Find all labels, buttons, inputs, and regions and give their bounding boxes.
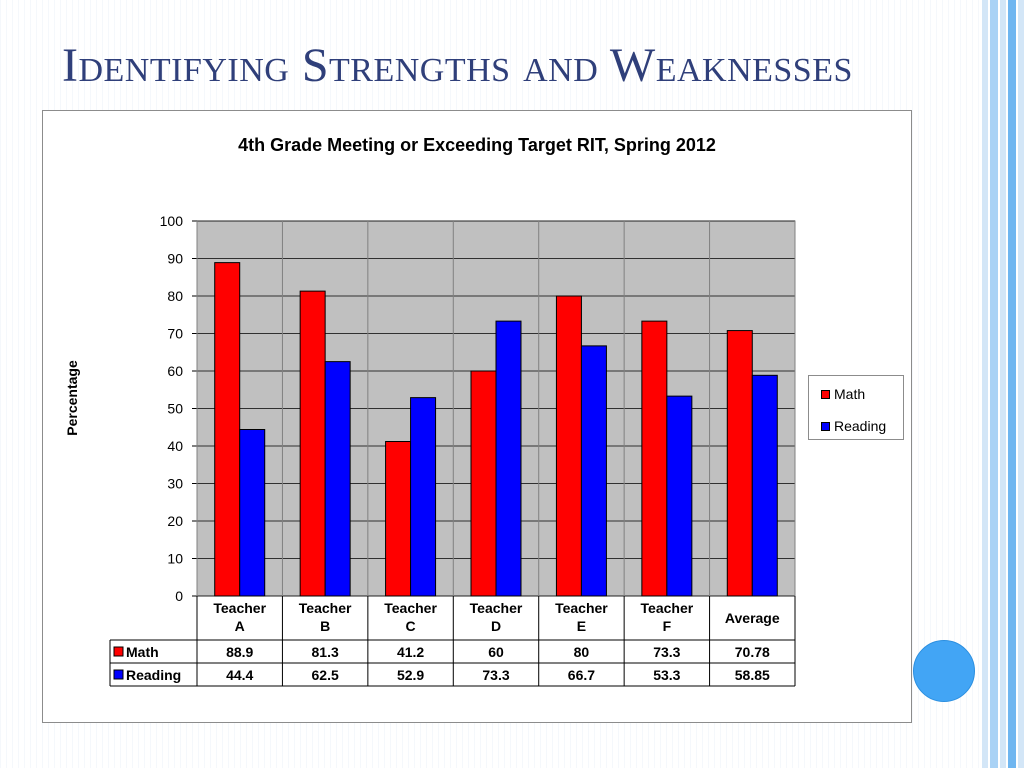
table-value-1-5: 53.3 (653, 667, 680, 683)
bar-reading-6 (751, 374, 778, 597)
decorative-circle (913, 640, 975, 702)
category-label-4-line-0: Teacher (555, 600, 608, 616)
bar-math-6 (726, 330, 753, 597)
category-label-5-line-0: Teacher (641, 600, 694, 616)
bar-reading-5 (666, 395, 693, 597)
bar-math-2 (385, 441, 412, 597)
category-label-6: Average (725, 610, 780, 626)
chart-title: 4th Grade Meeting or Exceeding Target RI… (238, 135, 716, 155)
bar-reading-4 (580, 345, 607, 597)
y-tick-label-50: 50 (167, 401, 183, 417)
y-tick-label-30: 30 (167, 476, 183, 492)
decorative-stripe-2 (990, 0, 998, 768)
legend-item-math: Math (821, 386, 865, 402)
bar-math-1 (299, 290, 326, 597)
bar-math-0 (214, 262, 241, 597)
category-label-2-line-1: C (406, 618, 416, 634)
legend: Math Reading (808, 375, 904, 440)
table-value-1-2: 52.9 (397, 667, 424, 683)
table-value-1-1: 62.5 (312, 667, 339, 683)
decorative-stripe-5 (1018, 0, 1024, 768)
bar-reading-3 (495, 320, 522, 597)
category-label-1-line-1: B (320, 618, 330, 634)
y-tick-label-80: 80 (167, 288, 183, 304)
table-row-label-math: Math (126, 644, 159, 660)
legend-label-math: Math (834, 386, 866, 402)
decorative-stripe-3 (1000, 0, 1006, 768)
bar-math-5 (641, 320, 668, 597)
y-tick-label-100: 100 (160, 213, 184, 229)
table-value-1-3: 73.3 (482, 667, 509, 683)
legend-item-reading: Reading (821, 418, 886, 434)
category-label-2-line-0: Teacher (384, 600, 437, 616)
y-tick-label-0: 0 (175, 588, 183, 604)
table-key-math (113, 646, 124, 657)
table-value-0-1: 81.3 (312, 644, 339, 660)
legend-swatch-reading (821, 421, 830, 431)
table-value-0-5: 73.3 (653, 644, 680, 660)
bar-reading-1 (324, 361, 351, 597)
bar-math-3 (470, 370, 497, 597)
table-value-1-0: 44.4 (226, 667, 253, 683)
table-key-reading (113, 669, 124, 680)
y-tick-label-90: 90 (167, 251, 183, 267)
decorative-stripe-4 (1008, 0, 1016, 768)
table-value-1-6: 58.85 (735, 667, 770, 683)
table-row-label-reading: Reading (126, 667, 181, 683)
y-tick-label-70: 70 (167, 326, 183, 342)
table-value-1-4: 66.7 (568, 667, 595, 683)
slide-title: Identifying Strengths and Weaknesses (62, 39, 853, 92)
decorative-stripe-1 (982, 0, 988, 768)
table-value-0-0: 88.9 (226, 644, 253, 660)
category-label-5-line-1: F (663, 618, 672, 634)
category-label-3-line-1: D (491, 618, 501, 634)
y-tick-label-60: 60 (167, 363, 183, 379)
category-label-4-line-1: E (577, 618, 586, 634)
bar-reading-0 (239, 429, 266, 597)
y-tick-label-40: 40 (167, 438, 183, 454)
table-value-0-3: 60 (488, 644, 504, 660)
table-value-0-6: 70.78 (735, 644, 770, 660)
table-value-0-4: 80 (574, 644, 590, 660)
y-tick-label-20: 20 (167, 513, 183, 529)
legend-swatch-math (821, 389, 830, 399)
legend-label-reading: Reading (834, 418, 887, 434)
bar-math-4 (555, 295, 582, 597)
category-label-1-line-0: Teacher (299, 600, 352, 616)
category-label-0-line-1: A (235, 618, 245, 634)
category-label-3-line-0: Teacher (470, 600, 523, 616)
y-tick-label-10: 10 (167, 551, 183, 567)
table-value-0-2: 41.2 (397, 644, 424, 660)
bar-reading-2 (410, 397, 437, 597)
category-label-0-line-0: Teacher (213, 600, 266, 616)
